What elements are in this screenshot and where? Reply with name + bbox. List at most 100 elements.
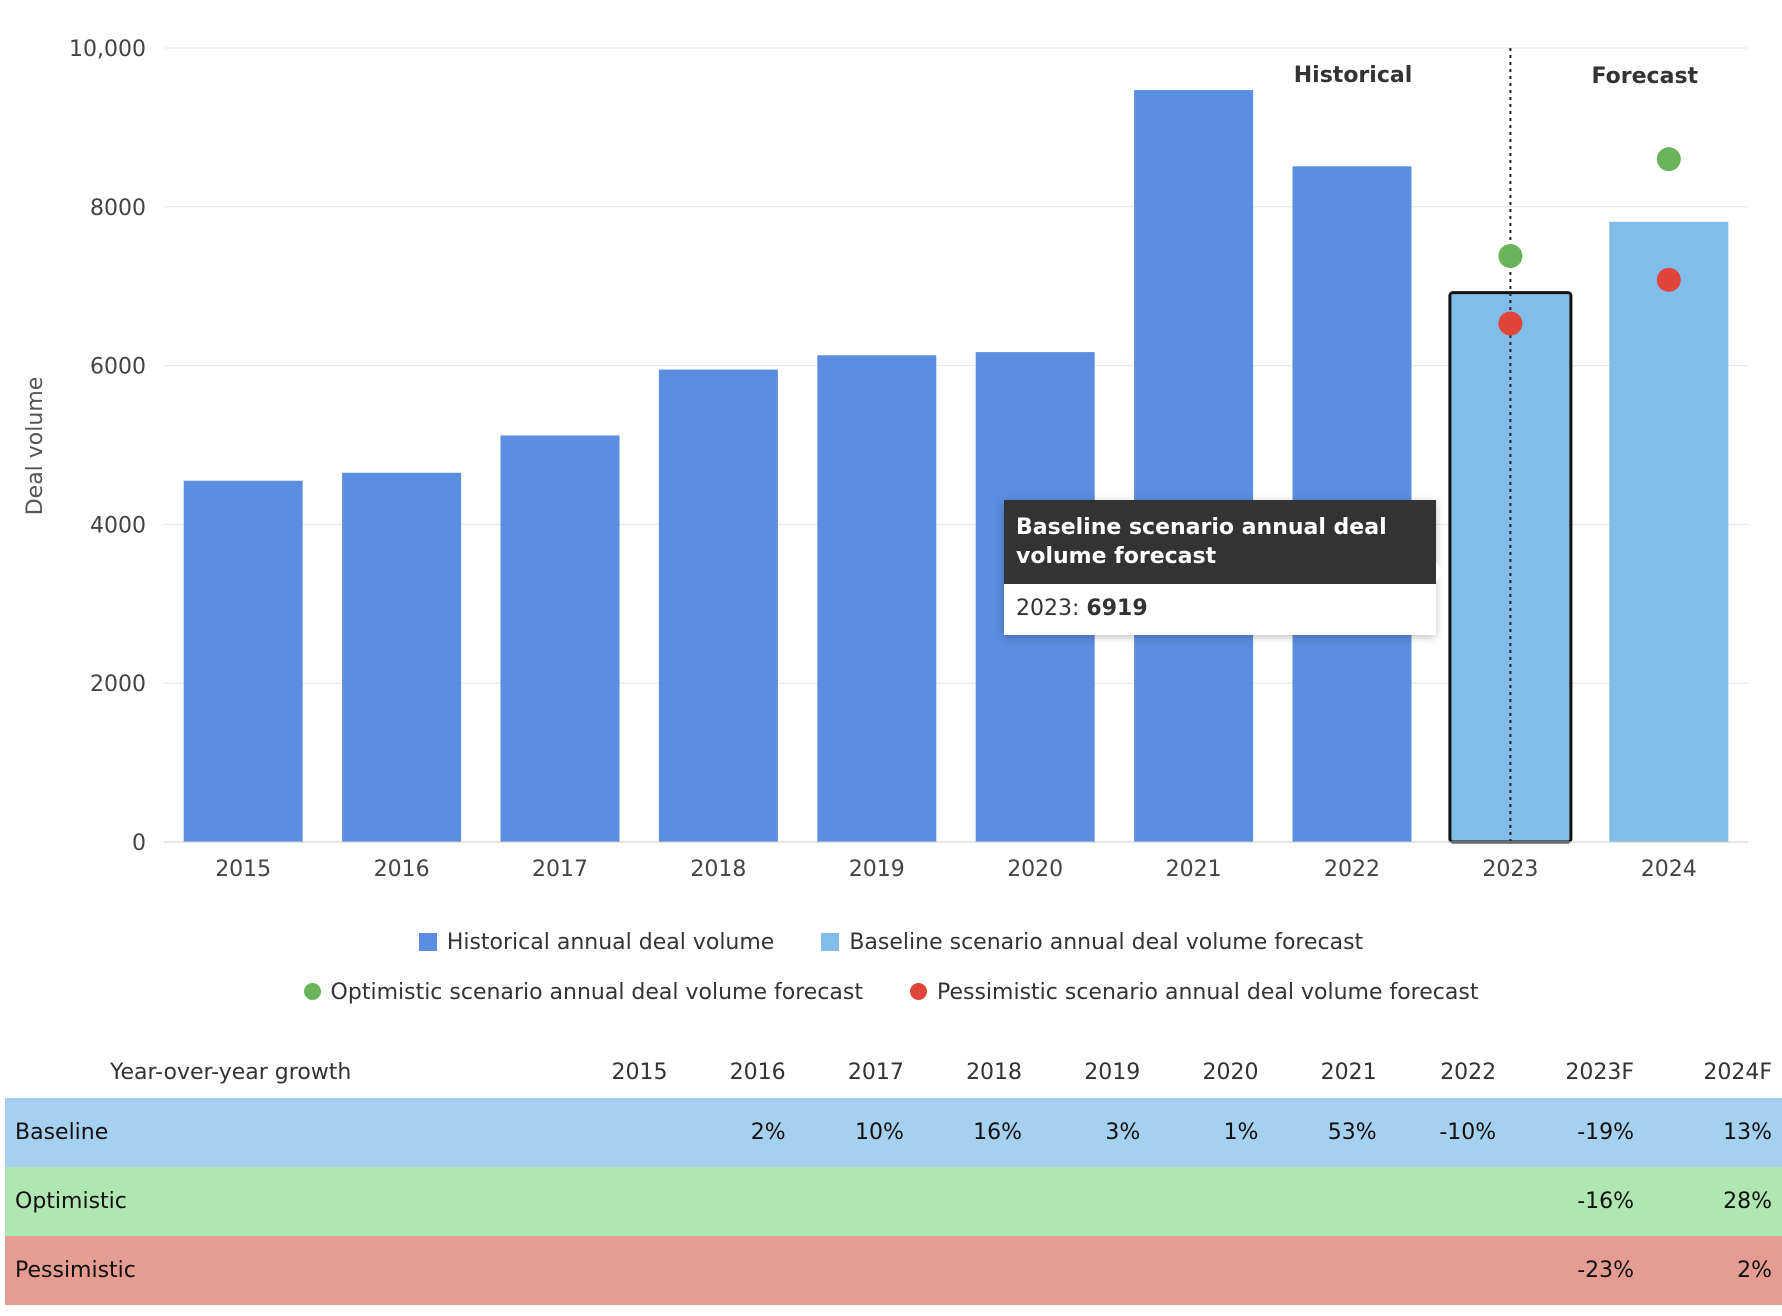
growth-col-2023f: 2023F bbox=[1565, 1059, 1635, 1085]
legend-swatch-historical bbox=[418, 933, 437, 951]
growth-col-2020: 2020 bbox=[1202, 1059, 1259, 1085]
table-cell: -10% bbox=[1439, 1120, 1497, 1145]
growth-col-2018: 2018 bbox=[966, 1059, 1023, 1085]
historical-annotation: Historical bbox=[1294, 63, 1413, 88]
table-cell bbox=[914, 1167, 1032, 1236]
bars bbox=[183, 90, 1729, 844]
row-label: Pessimistic bbox=[15, 1258, 136, 1283]
x-tick-label: 2019 bbox=[849, 857, 905, 882]
forecast-annotation: Forecast bbox=[1592, 64, 1699, 89]
growth-col-2016: 2016 bbox=[729, 1059, 786, 1085]
x-tick-label: 2017 bbox=[532, 857, 588, 882]
table-cell bbox=[1268, 1167, 1386, 1236]
y-tick-label: 4000 bbox=[90, 513, 146, 538]
legend-row-2: Optimistic scenario annual deal volume f… bbox=[0, 980, 1782, 1005]
table-cell: 16% bbox=[973, 1120, 1023, 1145]
pessimistic-point-2024 bbox=[1656, 267, 1681, 292]
table-cell bbox=[559, 1236, 677, 1305]
row-label: Optimistic bbox=[15, 1189, 127, 1214]
growth-col-2017: 2017 bbox=[847, 1059, 904, 1085]
y-tick-label: 0 bbox=[132, 831, 146, 856]
bar-2018 bbox=[658, 369, 778, 842]
tooltip-value: 6919 bbox=[1086, 596, 1148, 621]
table-cell bbox=[796, 1236, 914, 1305]
growth-table: Year-over-year growth 2015 2016 2017 201… bbox=[5, 1046, 1782, 1305]
table-cell: 3% bbox=[1105, 1120, 1141, 1145]
legend-item-pessimistic[interactable]: Pessimistic scenario annual deal volume … bbox=[909, 980, 1479, 1005]
table-cell bbox=[914, 1236, 1032, 1305]
optimistic-point-2023 bbox=[1498, 244, 1523, 269]
table-cell bbox=[1150, 1236, 1268, 1305]
table-cell: -19% bbox=[1577, 1120, 1635, 1145]
x-tick-label: 2021 bbox=[1166, 857, 1222, 882]
y-tick-label: 6000 bbox=[90, 355, 146, 380]
bar-2015 bbox=[183, 480, 303, 842]
y-tick-label: 10,000 bbox=[69, 37, 146, 62]
legend-label-baseline: Baseline scenario annual deal volume for… bbox=[849, 930, 1364, 955]
y-axis-ticks: 0 2000 4000 6000 8000 10,000 bbox=[69, 37, 146, 856]
growth-row-baseline: Baseline 2% 10% 16% 3% 1% 53% -10% -19% … bbox=[5, 1098, 1782, 1167]
table-cell: 13% bbox=[1723, 1120, 1772, 1145]
growth-table-title: Year-over-year growth bbox=[110, 1059, 352, 1085]
table-cell bbox=[1150, 1167, 1268, 1236]
y-axis-label: Deal volume bbox=[23, 377, 48, 516]
bar-2019 bbox=[817, 355, 937, 842]
row-label: Baseline bbox=[15, 1120, 109, 1145]
legend-item-historical[interactable]: Historical annual deal volume bbox=[418, 930, 775, 955]
legend-item-optimistic[interactable]: Optimistic scenario annual deal volume f… bbox=[303, 980, 863, 1005]
growth-col-2015: 2015 bbox=[611, 1059, 668, 1085]
table-cell: 28% bbox=[1723, 1189, 1772, 1214]
x-tick-label: 2015 bbox=[215, 857, 271, 882]
bar-2016 bbox=[342, 472, 462, 842]
table-cell bbox=[1032, 1167, 1150, 1236]
tooltip-arrow bbox=[1436, 562, 1446, 582]
growth-col-2021: 2021 bbox=[1320, 1059, 1377, 1085]
table-cell bbox=[1387, 1167, 1507, 1236]
y-tick-label: 2000 bbox=[90, 672, 146, 697]
table-cell bbox=[677, 1236, 795, 1305]
table-cell bbox=[1387, 1236, 1507, 1305]
table-cell bbox=[559, 1167, 677, 1236]
scenario-points bbox=[1498, 147, 1681, 336]
legend-label-historical: Historical annual deal volume bbox=[446, 930, 775, 955]
table-cell: 10% bbox=[854, 1120, 904, 1145]
tooltip: Baseline scenario annual deal volume for… bbox=[1004, 500, 1446, 635]
legend-swatch-baseline bbox=[821, 933, 840, 951]
table-cell bbox=[1268, 1236, 1386, 1305]
x-tick-label: 2018 bbox=[690, 857, 746, 882]
legend-dot-pessimistic bbox=[909, 983, 927, 1000]
growth-row-pessimistic: Pessimistic -23% 2% bbox=[5, 1236, 1782, 1305]
x-tick-label: 2022 bbox=[1324, 857, 1380, 882]
table-cell: -16% bbox=[1577, 1189, 1635, 1214]
table-cell bbox=[796, 1167, 914, 1236]
legend-item-baseline[interactable]: Baseline scenario annual deal volume for… bbox=[821, 930, 1363, 955]
legend-label-optimistic: Optimistic scenario annual deal volume f… bbox=[330, 980, 863, 1005]
tooltip-title: Baseline scenario annual deal volume for… bbox=[1004, 500, 1436, 584]
growth-table-header: Year-over-year growth 2015 2016 2017 201… bbox=[5, 1046, 1782, 1098]
legend-label-pessimistic: Pessimistic scenario annual deal volume … bbox=[936, 980, 1479, 1005]
table-cell: -23% bbox=[1577, 1258, 1635, 1283]
x-tick-label: 2024 bbox=[1641, 857, 1697, 882]
legend-dot-optimistic bbox=[303, 983, 321, 1000]
table-cell: 1% bbox=[1223, 1120, 1259, 1145]
table-cell bbox=[559, 1098, 677, 1167]
growth-col-2024f: 2024F bbox=[1703, 1059, 1772, 1085]
table-cell: 2% bbox=[1737, 1258, 1772, 1283]
growth-row-optimistic: Optimistic -16% 28% bbox=[5, 1167, 1782, 1236]
bar-2017 bbox=[500, 435, 620, 842]
bar-2021 bbox=[1134, 90, 1254, 842]
x-tick-label: 2020 bbox=[1007, 857, 1063, 882]
tooltip-label: 2023 bbox=[1016, 596, 1072, 621]
table-cell bbox=[1032, 1236, 1150, 1305]
growth-col-2019: 2019 bbox=[1084, 1059, 1141, 1085]
table-cell bbox=[677, 1167, 795, 1236]
pessimistic-point-2023 bbox=[1498, 311, 1523, 336]
x-tick-label: 2016 bbox=[374, 857, 430, 882]
growth-col-2022: 2022 bbox=[1440, 1059, 1497, 1085]
table-cell: 2% bbox=[750, 1120, 786, 1145]
legend-row-1: Historical annual deal volume Baseline s… bbox=[0, 930, 1782, 955]
x-axis-ticks: 2015 2016 2017 2018 2019 2020 2021 2022 2023 2024 bbox=[215, 857, 1697, 882]
tooltip-body: 2023: 6919 bbox=[1016, 596, 1148, 621]
table-cell: 53% bbox=[1327, 1120, 1377, 1145]
